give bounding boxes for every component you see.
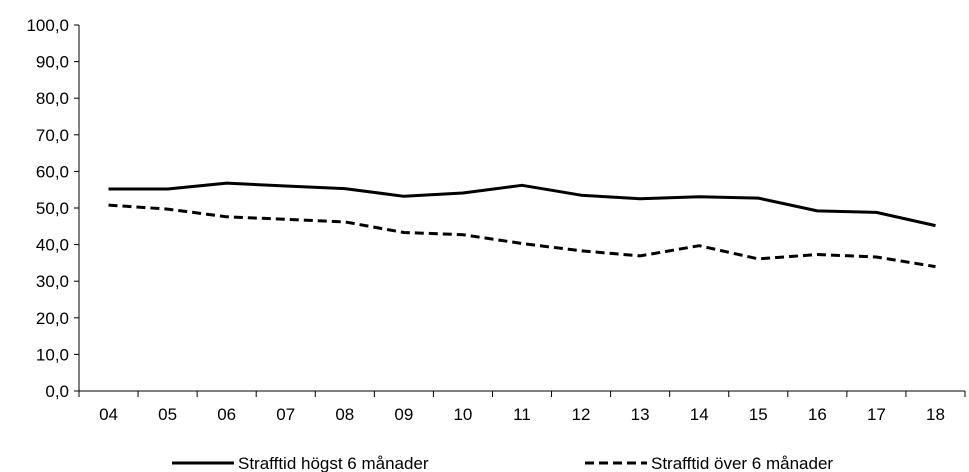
x-tick-label: 09 <box>394 405 413 424</box>
data-point <box>639 197 642 200</box>
data-point <box>166 208 169 211</box>
data-point <box>698 244 701 247</box>
y-tick-label: 0,0 <box>45 382 69 401</box>
y-tick-label: 60,0 <box>36 162 69 181</box>
x-tick-label: 13 <box>631 405 650 424</box>
data-point <box>225 182 228 185</box>
data-point <box>461 191 464 194</box>
y-tick-label: 40,0 <box>36 236 69 255</box>
data-point <box>107 187 110 190</box>
data-point <box>580 194 583 197</box>
series-layer <box>107 181 937 269</box>
data-point <box>166 187 169 190</box>
x-tick-label: 11 <box>513 405 531 424</box>
data-point <box>107 204 110 207</box>
legend-label-1: Strafftid högst 6 månader <box>238 454 429 472</box>
data-point <box>757 197 760 200</box>
y-tick-label: 10,0 <box>36 345 69 364</box>
x-tick-label: 15 <box>749 405 768 424</box>
x-tick-label: 16 <box>808 405 827 424</box>
data-point <box>402 195 405 198</box>
data-point <box>521 242 524 245</box>
data-point <box>343 220 346 223</box>
y-tick-label: 90,0 <box>36 53 69 72</box>
x-tick-label: 10 <box>453 405 472 424</box>
data-point <box>461 233 464 236</box>
data-point <box>284 185 287 188</box>
legend-label-2: Strafftid över 6 månader <box>651 454 833 472</box>
data-point <box>757 257 760 260</box>
y-tick-label: 50,0 <box>36 199 69 218</box>
data-point <box>225 215 228 218</box>
x-tick-label: 17 <box>867 405 886 424</box>
y-tick-label: 30,0 <box>36 272 69 291</box>
series-line-1 <box>108 181 936 228</box>
x-tick-label: 06 <box>217 405 236 424</box>
data-point <box>816 209 819 212</box>
axes: 0,0 10,0 20,0 30,0 40,0 50,0 60,0 70,0 80,0 90,0 1… <box>26 16 966 424</box>
y-tick-label: 80,0 <box>36 89 69 108</box>
x-tick-label: 14 <box>690 405 709 424</box>
data-point <box>402 231 405 234</box>
x-tick-label: 18 <box>926 405 945 424</box>
data-point <box>639 254 642 257</box>
data-point <box>934 265 937 268</box>
data-point <box>284 218 287 221</box>
x-tick-label: 05 <box>158 405 177 424</box>
data-point <box>875 211 878 214</box>
data-point <box>816 253 819 256</box>
data-point <box>580 249 583 252</box>
series-line-2 <box>108 203 936 269</box>
x-tick-label: 08 <box>335 405 354 424</box>
data-point <box>875 256 878 259</box>
x-tick-label: 07 <box>276 405 295 424</box>
data-point <box>343 187 346 190</box>
y-tick-label: 100,0 <box>26 16 69 35</box>
x-tick-label: 04 <box>99 405 118 424</box>
data-point <box>698 195 701 198</box>
data-point <box>934 224 937 227</box>
y-tick-label: 70,0 <box>36 126 69 145</box>
legend: Strafftid högst 6 månader Strafftid över … <box>172 454 833 472</box>
y-tick-label: 20,0 <box>36 309 69 328</box>
data-point <box>521 184 524 187</box>
x-tick-label: 12 <box>572 405 591 424</box>
